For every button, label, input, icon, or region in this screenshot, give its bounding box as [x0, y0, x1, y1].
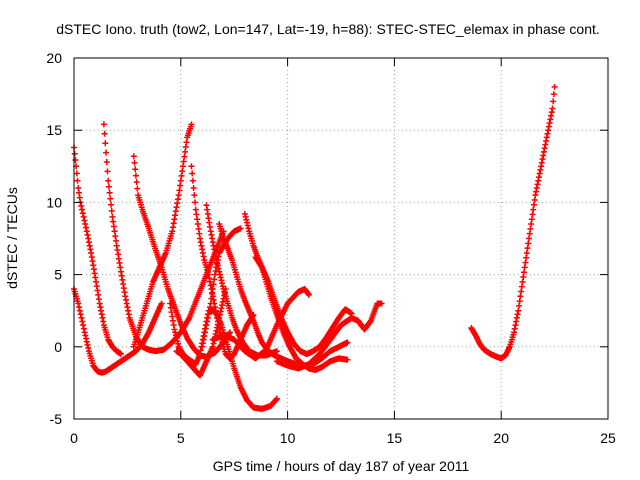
data-series: [273, 300, 385, 372]
data-point-plus: [189, 177, 196, 184]
data-point-plus: [74, 177, 81, 184]
data-point-plus: [83, 224, 90, 231]
data-point-plus: [158, 300, 165, 307]
data-point-plus: [100, 121, 107, 128]
data-point-plus: [344, 339, 351, 346]
data-point-plus: [82, 221, 89, 228]
data-point-plus: [78, 314, 85, 321]
data-point-plus: [76, 304, 83, 311]
data-point-plus: [190, 184, 197, 191]
data-point-plus: [550, 98, 557, 105]
data-point-plus: [550, 91, 557, 98]
plot-frame: [73, 57, 609, 420]
data-point-plus: [79, 210, 86, 217]
data-point-plus: [103, 149, 110, 156]
data-point-plus: [80, 322, 87, 329]
data-point-plus: [192, 199, 199, 206]
data-point-plus: [188, 121, 195, 128]
data-series: [71, 144, 124, 358]
data-point-plus: [226, 329, 233, 336]
data-point-plus: [551, 83, 558, 90]
data-series: [209, 286, 312, 362]
data-point-plus: [107, 195, 114, 202]
data-point-plus: [188, 163, 195, 170]
data-series: [130, 121, 195, 350]
data-point-plus: [73, 170, 80, 177]
data-point-plus: [104, 168, 111, 175]
data-point-plus: [79, 206, 86, 213]
data-point-plus: [130, 153, 137, 160]
data-point-plus: [80, 213, 87, 220]
data-point-plus: [132, 166, 139, 173]
y-tick-label: 5: [54, 267, 62, 283]
data-point-plus: [134, 185, 141, 192]
data-point-plus: [108, 207, 115, 214]
data-point-plus: [237, 225, 244, 232]
data-point-plus: [305, 291, 312, 298]
x-tick-label: 0: [70, 430, 78, 446]
y-tick-label: -5: [50, 411, 63, 427]
x-axis-ticks: 0 5 10 15 20 25: [70, 58, 616, 446]
data-point-plus: [133, 179, 140, 186]
data-point-plus: [131, 159, 138, 166]
chart-title: dSTEC Iono. truth (tow2, Lon=147, Lat=-1…: [56, 21, 600, 37]
x-tick-label: 25: [600, 430, 616, 446]
y-axis-ticks: -5 0 5 10 15 20: [46, 50, 608, 427]
data-point-plus: [79, 318, 86, 325]
y-tick-label: 10: [46, 194, 62, 210]
series-layer: [71, 83, 558, 412]
y-axis-label: dSTEC / TECUs: [4, 187, 20, 289]
data-point-plus: [191, 192, 198, 199]
data-point-plus: [80, 325, 87, 332]
data-point-plus: [105, 183, 112, 190]
x-tick-label: 10: [280, 430, 296, 446]
data-point-plus: [105, 177, 112, 184]
data-point-plus: [189, 170, 196, 177]
x-tick-label: 5: [177, 430, 185, 446]
data-point-plus: [273, 395, 280, 402]
y-tick-label: 15: [46, 122, 62, 138]
data-point-plus: [117, 351, 124, 358]
data-point-plus: [106, 189, 113, 196]
y-tick-label: 0: [54, 339, 62, 355]
x-tick-label: 15: [387, 430, 403, 446]
data-series: [188, 163, 257, 362]
data-point-plus: [549, 105, 556, 112]
data-series: [100, 121, 227, 355]
data-series: [71, 286, 165, 376]
data-series: [468, 83, 558, 362]
data-point-plus: [76, 307, 83, 314]
data-point-plus: [102, 140, 109, 147]
y-tick-label: 20: [46, 50, 62, 66]
data-point-plus: [71, 150, 78, 157]
x-axis-label: GPS time / hours of day 187 of year 2011: [213, 458, 470, 474]
data-point-plus: [108, 201, 115, 208]
data-point-plus: [132, 172, 139, 179]
data-series: [199, 225, 244, 350]
x-tick-label: 20: [493, 430, 509, 446]
data-point-plus: [75, 300, 82, 307]
data-point-plus: [101, 130, 108, 137]
data-point-plus: [78, 203, 85, 210]
data-point-plus: [378, 300, 385, 307]
data-point-plus: [77, 311, 84, 318]
data-point-plus: [103, 158, 110, 165]
data-point-plus: [81, 217, 88, 224]
data-point-plus: [72, 157, 79, 164]
data-series: [173, 286, 229, 379]
data-point-plus: [344, 356, 351, 363]
